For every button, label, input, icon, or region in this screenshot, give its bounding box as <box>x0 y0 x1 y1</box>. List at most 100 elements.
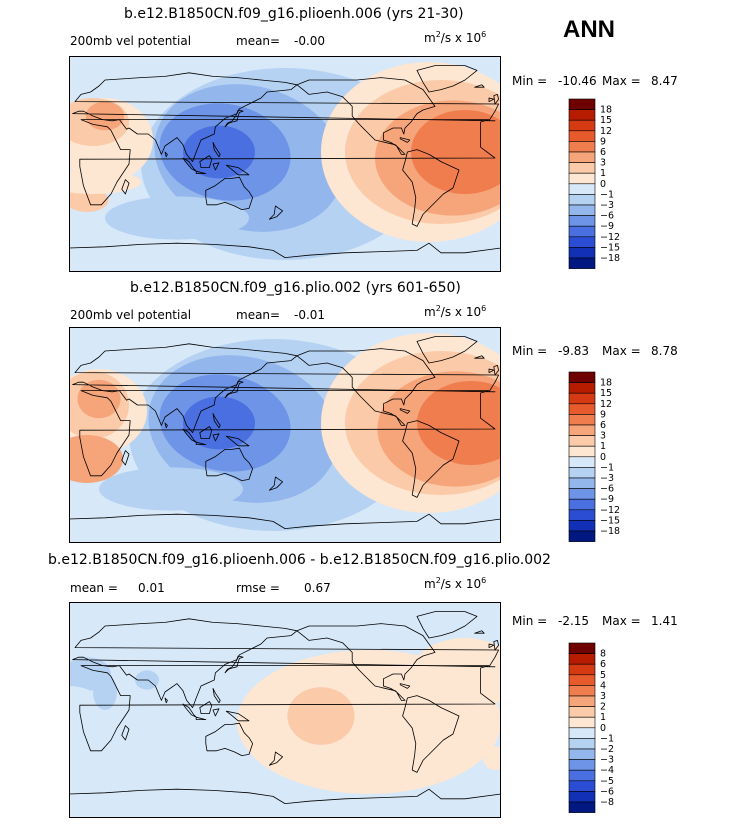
panel2-min-value: -9.83 <box>558 344 590 358</box>
panel3-map <box>69 602 501 818</box>
colorbar-swatch <box>568 780 596 792</box>
panel3-units: m2/s x 106 <box>424 576 487 591</box>
colorbar-tick-label: −9 <box>600 221 614 232</box>
colorbar-tick-label: −3 <box>600 473 614 484</box>
colorbar-swatch <box>568 141 596 153</box>
colorbar-tick-label: −4 <box>600 765 614 776</box>
colorbar-swatch <box>568 172 596 185</box>
colorbar-tick-label: −8 <box>600 797 614 808</box>
coastline-australia <box>205 176 254 211</box>
panel2-max-label: Max = <box>602 344 641 358</box>
colorbar-tick-label: −12 <box>600 505 620 516</box>
coastline-antarctica <box>69 513 501 543</box>
panel3-rmse-value: 0.67 <box>304 581 331 595</box>
colorbar-swatch <box>568 716 596 729</box>
coastline-greenland <box>416 65 478 93</box>
panel1-title: b.e12.B1850CN.f09_g16.plioenh.006 (yrs 2… <box>124 6 464 22</box>
coastline-island <box>164 422 168 429</box>
colorbar-swatch <box>568 225 596 238</box>
panel1-min-value: -10.46 <box>558 74 597 88</box>
colorbar-swatch <box>568 530 596 542</box>
colorbar-swatch <box>568 445 596 458</box>
colorbar-swatch <box>568 520 596 532</box>
colorbar-tick-label: −2 <box>600 744 614 755</box>
colorbar-tick-label: −1 <box>600 189 614 200</box>
season-label: ANN <box>563 16 615 43</box>
contour-region <box>99 467 243 511</box>
coastline-island <box>195 441 207 445</box>
colorbar-swatch <box>568 204 596 216</box>
colorbar-tick-label: 3 <box>600 431 606 442</box>
map-frame <box>69 56 501 272</box>
colorbar-swatch <box>568 162 596 174</box>
colorbar-tick-label: 12 <box>600 126 612 137</box>
colorbar-swatch <box>568 695 596 707</box>
coastline-north-america <box>296 348 436 426</box>
coastline-island <box>399 137 411 143</box>
colorbar-swatch <box>568 392 596 405</box>
coastline-island <box>199 701 213 714</box>
colorbar-tick-label: 5 <box>600 670 606 681</box>
panel2-min-label: Min = <box>512 344 548 358</box>
colorbar-swatch <box>568 477 596 489</box>
colorbar-swatch <box>568 488 596 500</box>
colorbar-swatch <box>568 424 596 436</box>
coastline-island <box>493 94 500 105</box>
coastline-island <box>399 408 411 414</box>
colorbar-swatch <box>568 247 596 259</box>
colorbar-tick-label: 6 <box>600 147 606 158</box>
colorbar-swatch <box>568 685 596 697</box>
colorbar-tick-label: −3 <box>600 755 614 766</box>
panel2-variable: 200mb vel potential <box>70 308 192 322</box>
colorbar-swatch <box>568 674 596 686</box>
contour-region <box>69 435 123 483</box>
contour-region <box>69 170 141 194</box>
coastline-africa <box>79 119 496 206</box>
coastline-antarctica <box>69 788 501 818</box>
coastline-island <box>195 716 207 720</box>
coastline-south-america <box>402 149 460 227</box>
colorbar-tick-label: 2 <box>600 702 606 713</box>
coastline-island <box>268 751 284 766</box>
panel3-rmse-label: rmse = <box>236 581 280 595</box>
colorbar-tick-label: −9 <box>600 494 614 505</box>
contour-region <box>483 746 501 770</box>
colorbar-swatch <box>568 130 596 142</box>
colorbar-tick-label: −18 <box>600 526 620 537</box>
contour-region <box>105 196 249 240</box>
colorbar-swatch <box>568 706 596 718</box>
coastline-australia <box>205 722 254 757</box>
panel1-min-label: Min = <box>512 74 548 88</box>
panel2-map <box>69 327 501 543</box>
coastline-island <box>474 84 485 88</box>
coastline-island <box>199 155 213 168</box>
coastline-africa <box>79 390 496 477</box>
panel1-mean-value: -0.00 <box>294 34 326 48</box>
colorbar-tick-label: −3 <box>600 200 614 211</box>
colorbar-swatch <box>568 748 596 760</box>
colorbar-swatch <box>568 653 596 665</box>
coastline-island <box>121 725 130 741</box>
colorbar-tick-label: 18 <box>600 378 612 389</box>
colorbar-tick-label: 1 <box>600 712 606 723</box>
colorbar-swatch <box>568 215 596 227</box>
coastline-island <box>212 162 220 171</box>
coastline-island <box>225 710 250 722</box>
coastline-island <box>268 205 284 220</box>
contour-region <box>287 687 355 745</box>
colorbar-swatch <box>568 119 596 132</box>
coastline-island <box>224 380 244 399</box>
contour-region <box>411 110 501 194</box>
colorbar-tick-label: −1 <box>600 733 614 744</box>
colorbar-tick-label: −5 <box>600 776 614 787</box>
coastline-island <box>225 435 250 447</box>
colorbar-swatch <box>568 371 596 383</box>
colorbar-tick-label: 8 <box>600 649 606 660</box>
colorbar-tick-label: 0 <box>600 179 606 190</box>
coastlines <box>69 65 501 272</box>
colorbar-tick-label: −6 <box>600 786 614 797</box>
coastline-island <box>121 450 130 466</box>
